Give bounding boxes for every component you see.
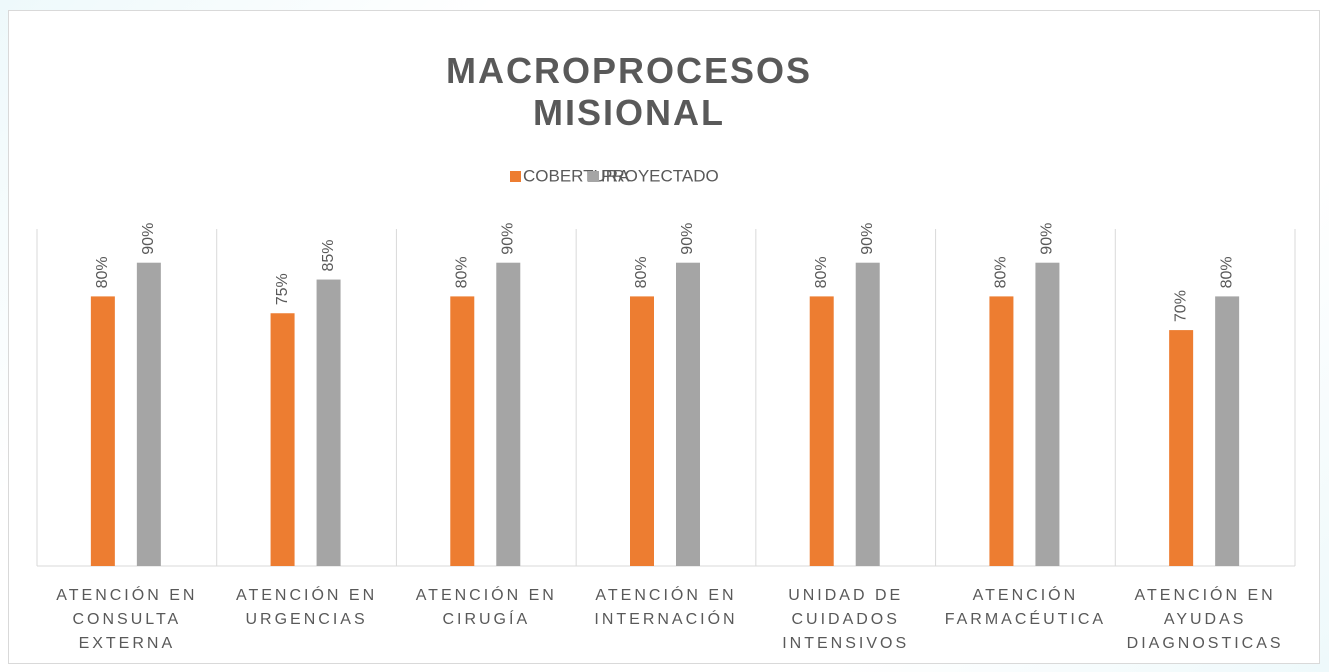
bar xyxy=(496,262,521,566)
value-label: 90% xyxy=(140,223,157,255)
legend-swatch xyxy=(510,171,521,182)
x-tick-label: ATENCIÓN FARMACÉUTICA xyxy=(944,587,1107,628)
x-tick-label: ATENCIÓN EN INTERNACIÓN xyxy=(594,587,738,628)
value-label: 70% xyxy=(1172,290,1189,322)
chart-title: MACROPROCESOS MISIONAL xyxy=(445,50,813,133)
legend-swatch xyxy=(588,171,599,182)
bar xyxy=(136,262,161,566)
bar xyxy=(316,279,341,566)
bar xyxy=(1215,296,1240,566)
value-label: 90% xyxy=(859,223,876,255)
value-label: 75% xyxy=(274,273,291,305)
bar xyxy=(809,296,834,566)
legend-label: PROYECTADO xyxy=(601,166,719,185)
value-label: 80% xyxy=(454,256,471,288)
bar xyxy=(90,296,115,566)
value-label: 80% xyxy=(633,256,650,288)
x-tick-label: ATENCIÓN EN CIRUGÍA xyxy=(415,587,557,628)
bar xyxy=(676,262,700,566)
bar xyxy=(630,296,654,566)
x-tick-label: ATENCIÓN EN URGENCIAS xyxy=(235,587,378,628)
legend-label: COBERTURA xyxy=(523,166,630,185)
bar xyxy=(1035,262,1060,566)
bar xyxy=(1169,330,1194,566)
value-label: 85% xyxy=(320,240,337,272)
bar xyxy=(270,313,295,566)
bar xyxy=(450,296,475,566)
value-label: 90% xyxy=(500,223,517,255)
x-tick-label: UNIDAD DE CUIDADOS INTENSIVOS xyxy=(782,587,910,652)
x-tick-label: ATENCIÓN EN AYUDAS DIAGNOSTICAS xyxy=(1126,587,1284,652)
value-label: 90% xyxy=(1039,223,1056,255)
value-label: 90% xyxy=(679,223,696,255)
value-label: 80% xyxy=(94,256,111,288)
bar xyxy=(989,296,1014,566)
bar xyxy=(855,262,880,566)
value-label: 80% xyxy=(993,256,1010,288)
value-label: 80% xyxy=(813,256,830,288)
x-tick-label: ATENCIÓN EN CONSULTA EXTERNA xyxy=(56,587,198,652)
chart-frame xyxy=(8,10,1320,664)
value-label: 80% xyxy=(1218,256,1235,288)
